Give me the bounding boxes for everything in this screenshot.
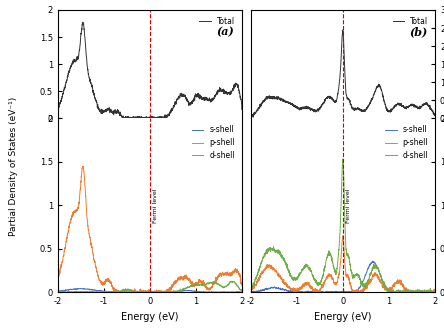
s-shell — [248, 290, 254, 294]
p-shell — [114, 290, 119, 294]
d-shell — [432, 290, 438, 294]
s-shell — [393, 290, 399, 294]
s-shell — [338, 290, 343, 294]
d-shell — [338, 218, 343, 222]
s-shell — [64, 288, 70, 292]
d-shell — [234, 283, 239, 287]
Text: (a): (a) — [217, 26, 234, 37]
Legend: Total: Total — [196, 14, 238, 29]
d-shell — [64, 290, 70, 294]
d-shell — [340, 157, 345, 161]
Text: Fermi level: Fermi level — [346, 188, 351, 222]
s-shell — [140, 290, 145, 294]
d-shell — [200, 283, 205, 287]
p-shell — [200, 282, 206, 286]
d-shell — [333, 273, 338, 277]
d-shell — [140, 290, 145, 293]
p-shell — [432, 290, 438, 294]
p-shell — [427, 289, 432, 293]
p-shell — [234, 270, 239, 274]
Legend: s-shell, p-shell, d-shell: s-shell, p-shell, d-shell — [189, 122, 238, 163]
Line: d-shell: d-shell — [251, 159, 435, 292]
s-shell — [258, 289, 263, 293]
Line: s-shell: s-shell — [251, 261, 435, 292]
Line: s-shell: s-shell — [58, 289, 242, 292]
p-shell — [140, 290, 145, 294]
Line: d-shell: d-shell — [58, 281, 242, 292]
Line: p-shell: p-shell — [251, 236, 435, 292]
p-shell — [333, 282, 338, 286]
X-axis label: Energy (eV): Energy (eV) — [314, 311, 372, 322]
s-shell — [145, 290, 150, 294]
d-shell — [55, 290, 60, 294]
s-shell — [295, 290, 301, 294]
X-axis label: Energy (eV): Energy (eV) — [121, 311, 178, 322]
d-shell — [239, 289, 245, 293]
Text: (b): (b) — [409, 26, 428, 37]
d-shell — [427, 290, 432, 294]
p-shell — [338, 259, 343, 263]
p-shell — [340, 234, 345, 238]
s-shell — [128, 290, 133, 294]
d-shell — [427, 290, 432, 294]
d-shell — [227, 279, 233, 283]
p-shell — [239, 283, 245, 287]
s-shell — [55, 290, 60, 294]
p-shell — [80, 164, 85, 168]
Legend: Total: Total — [389, 14, 431, 29]
s-shell — [200, 290, 206, 294]
s-shell — [234, 290, 239, 294]
p-shell — [248, 289, 254, 293]
p-shell — [55, 281, 60, 285]
s-shell — [427, 290, 432, 293]
Line: p-shell: p-shell — [58, 166, 242, 292]
d-shell — [234, 283, 239, 287]
d-shell — [248, 288, 254, 292]
d-shell — [145, 290, 150, 293]
s-shell — [370, 259, 375, 263]
s-shell — [234, 290, 239, 294]
p-shell — [427, 288, 432, 292]
p-shell — [64, 235, 70, 239]
p-shell — [234, 269, 239, 273]
s-shell — [239, 290, 245, 294]
p-shell — [315, 290, 321, 294]
d-shell — [258, 264, 263, 268]
p-shell — [393, 281, 399, 285]
s-shell — [427, 290, 432, 293]
s-shell — [432, 290, 438, 294]
p-shell — [258, 275, 263, 279]
d-shell — [388, 290, 394, 294]
p-shell — [145, 289, 150, 292]
Legend: s-shell, p-shell, d-shell: s-shell, p-shell, d-shell — [382, 122, 431, 163]
s-shell — [78, 287, 83, 290]
Text: Partial Density of States (eV⁻¹): Partial Density of States (eV⁻¹) — [9, 96, 18, 236]
s-shell — [333, 290, 338, 294]
Text: Fermi level: Fermi level — [153, 188, 158, 222]
d-shell — [393, 289, 399, 293]
